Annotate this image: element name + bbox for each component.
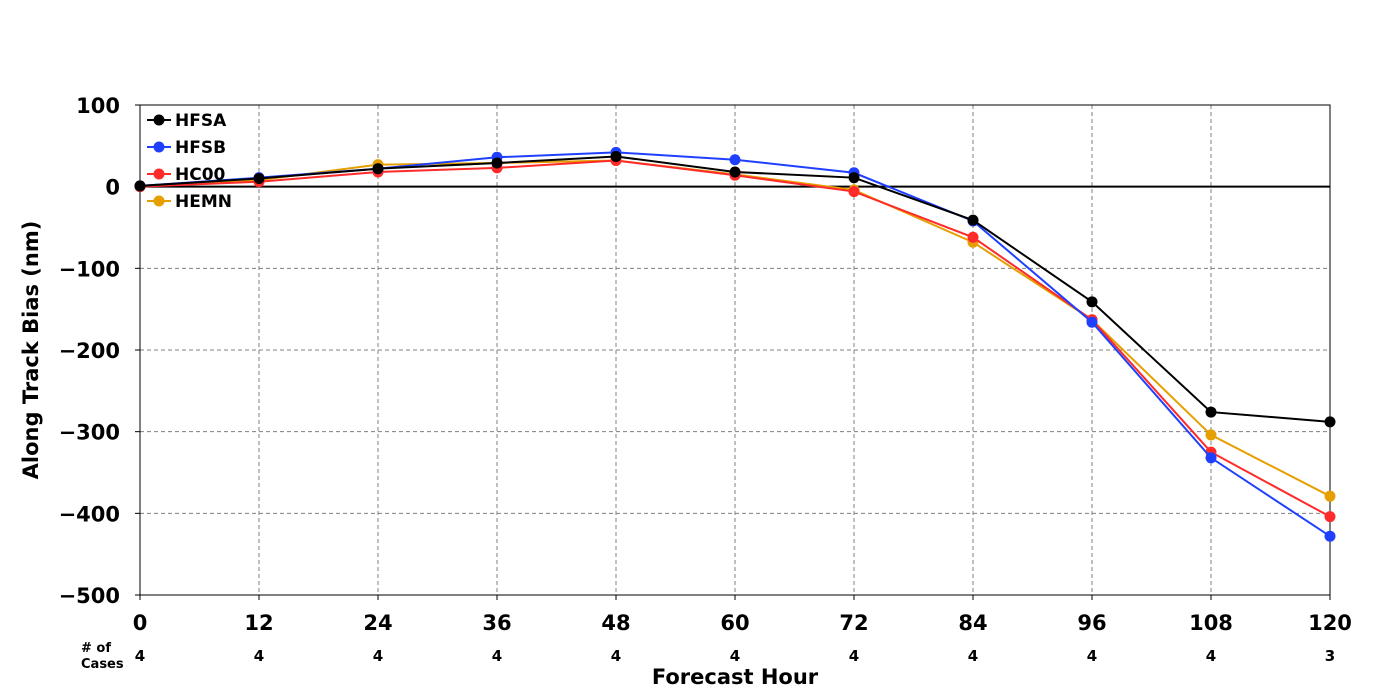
case-count: 3 (1325, 647, 1335, 665)
data-point (848, 172, 860, 184)
legend-marker (153, 168, 165, 180)
case-count: 4 (492, 647, 502, 665)
data-point (1324, 490, 1336, 502)
y-tick-label: 100 (76, 94, 120, 118)
legend-item-hfsb: HFSB (147, 138, 226, 158)
series-layer (134, 146, 1336, 542)
case-count: 4 (730, 647, 740, 665)
case-count: 4 (968, 647, 978, 665)
y-axis-title: Along Track Bias (nm) (19, 221, 43, 480)
case-count: 4 (135, 647, 145, 665)
legend-item-hfsa: HFSA (147, 111, 227, 131)
x-axis-title: Forecast Hour (652, 665, 819, 689)
data-point (729, 166, 741, 178)
data-point (967, 214, 979, 226)
data-point (1324, 511, 1336, 523)
case-count: 4 (254, 647, 264, 665)
data-point (729, 154, 741, 166)
x-tick-label: 72 (839, 611, 868, 635)
cases-header-line1: # of (81, 641, 111, 656)
y-tick-label: −400 (59, 502, 120, 526)
x-tick-label: 24 (363, 611, 392, 635)
legend-marker (153, 195, 165, 207)
y-tick-label: −300 (59, 421, 120, 445)
data-point (967, 231, 979, 243)
data-point (1205, 406, 1217, 418)
case-count: 4 (1087, 647, 1097, 665)
case-count: 4 (373, 647, 383, 665)
x-tick-label: 120 (1308, 611, 1352, 635)
data-point (1086, 296, 1098, 308)
legend-marker (153, 141, 165, 153)
x-tick-label: 60 (720, 611, 749, 635)
legend-label: HFSB (175, 138, 226, 158)
data-point (372, 163, 384, 175)
data-point (134, 180, 146, 192)
data-point (253, 173, 265, 184)
data-point (1324, 416, 1336, 428)
legend-item-hc00: HC00 (147, 165, 226, 185)
y-tick-label: −500 (59, 584, 120, 608)
legend-marker (153, 114, 165, 126)
x-tick-label: 96 (1077, 611, 1106, 635)
x-axis-ticks: 0 12 24 36 48 60 72 84 96 108 120 (133, 595, 1352, 635)
data-point (1205, 452, 1217, 464)
legend-label: HEMN (175, 192, 232, 212)
y-tick-label: −100 (59, 257, 120, 281)
series-hfsa (134, 150, 1336, 428)
case-count: 4 (611, 647, 621, 665)
y-tick-label: −200 (59, 339, 120, 363)
data-point (610, 150, 622, 162)
legend: HFSA HFSB HC00 HEMN (147, 111, 232, 212)
x-tick-label: 108 (1189, 611, 1233, 635)
legend-label: HFSA (175, 111, 227, 131)
y-axis-ticks: 100 0 −100 −200 −300 −400 −500 (59, 94, 140, 608)
case-count: 4 (1206, 647, 1216, 665)
x-tick-label: 12 (244, 611, 273, 635)
data-point (1086, 316, 1098, 328)
grid-lines (140, 105, 1330, 595)
cases-row: # of Cases 4 4 4 4 4 4 4 4 4 4 3 (81, 641, 1335, 672)
cases-header-line2: Cases (81, 657, 124, 672)
x-tick-label: 36 (482, 611, 511, 635)
x-tick-label: 48 (601, 611, 630, 635)
data-point (848, 186, 860, 198)
data-point (1324, 530, 1336, 542)
case-count: 4 (849, 647, 859, 665)
x-tick-label: 0 (133, 611, 148, 635)
data-point (1205, 429, 1217, 441)
y-tick-label: 0 (105, 176, 120, 200)
legend-label: HC00 (175, 165, 226, 185)
legend-item-hemn: HEMN (147, 192, 232, 212)
x-tick-label: 84 (958, 611, 987, 635)
data-point (491, 157, 503, 169)
